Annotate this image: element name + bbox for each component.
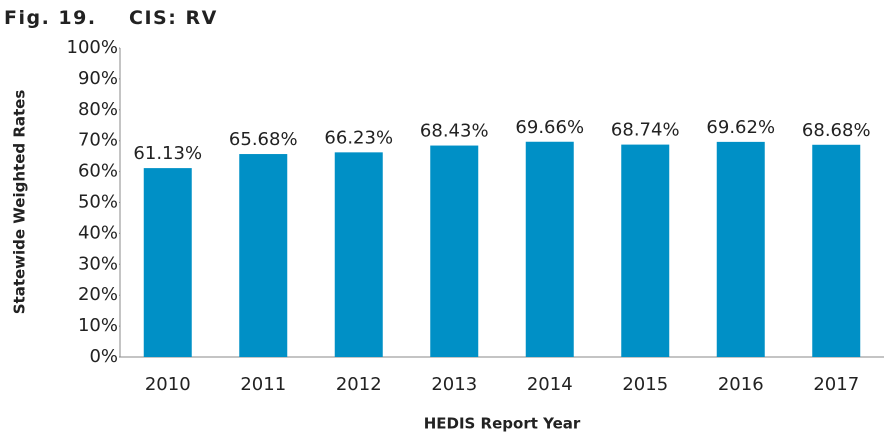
- bar: [239, 154, 288, 357]
- y-tick-label: 90%: [78, 68, 118, 89]
- bar: [430, 145, 479, 357]
- x-tick-label: 2016: [718, 374, 764, 395]
- y-tick-label: 60%: [78, 161, 118, 182]
- data-label: 68.43%: [420, 121, 489, 142]
- data-label: 66.23%: [324, 127, 393, 148]
- chart-title: Fig. 19. CIS: RV: [4, 7, 218, 29]
- data-label: 68.68%: [802, 120, 871, 141]
- data-label: 61.13%: [133, 143, 202, 164]
- x-tick-label: 2012: [336, 374, 382, 395]
- y-tick-label: 30%: [78, 253, 118, 274]
- x-tick-label: 2015: [622, 374, 668, 395]
- y-tick-label: 10%: [78, 315, 118, 336]
- bar: [812, 144, 861, 357]
- x-tick-label: 2014: [527, 374, 573, 395]
- data-label: 69.62%: [706, 117, 775, 138]
- x-tick-label: 2011: [240, 374, 286, 395]
- y-tick-label: 0%: [89, 346, 118, 367]
- x-tick-label: 2013: [431, 374, 477, 395]
- bar: [525, 141, 574, 357]
- y-tick-label: 70%: [78, 130, 118, 151]
- y-axis-title: Statewide Weighted Rates: [11, 90, 29, 315]
- data-label: 65.68%: [229, 129, 298, 150]
- bar: [143, 168, 192, 357]
- x-tick-label: 2017: [813, 374, 859, 395]
- bar: [621, 144, 670, 357]
- data-label: 68.74%: [611, 120, 680, 141]
- y-tick-label: 80%: [78, 99, 118, 120]
- x-tick-label: 2010: [145, 374, 191, 395]
- x-axis-title: HEDIS Report Year: [424, 415, 581, 433]
- bar: [716, 141, 765, 357]
- y-tick-label: 20%: [78, 284, 118, 305]
- data-label: 69.66%: [515, 117, 584, 138]
- y-tick-label: 100%: [67, 37, 118, 58]
- bar: [334, 152, 383, 357]
- y-tick-label: 50%: [78, 192, 118, 213]
- y-tick-label: 40%: [78, 222, 118, 243]
